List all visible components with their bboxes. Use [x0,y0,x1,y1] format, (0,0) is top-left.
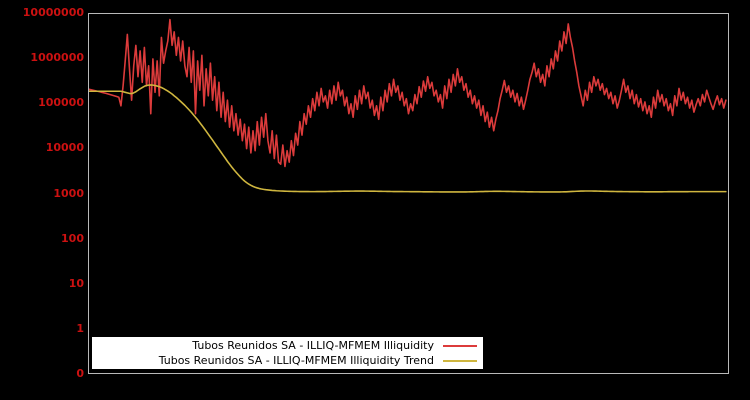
y-axis-tick-label: 100000 [38,96,84,110]
y-axis-tick-label: 10 [68,276,84,290]
y-axis-tick-label: 0 [76,367,84,380]
series-line-illiquidity [89,18,727,168]
series-canvas [89,18,727,193]
series-line-illiquidity-trend [89,84,727,193]
y-axis-tick-label: 1000 [53,186,84,200]
legend: Tubos Reunidos SA - ILLIQ-MFMEM Illiquid… [92,337,483,369]
legend-label-illiquidity-trend: Tubos Reunidos SA - ILLIQ-MFMEM Illiquid… [158,353,434,367]
y-axis-tick-label: 1 [76,321,84,335]
y-axis-tick-label: 1000000 [30,51,84,65]
plot-area [88,13,729,374]
y-axis-tick-labels: 10000000 1000000 100000 10000 1000 100 10 1 0 [0,0,84,400]
legend-entry-illiquidity-trend: Tubos Reunidos SA - ILLIQ-MFMEM Illiquid… [92,353,483,368]
y-axis-tick-label: 10000000 [22,6,84,19]
y-axis-tick-label: 10000 [45,141,84,155]
legend-entry-illiquidity: Tubos Reunidos SA - ILLIQ-MFMEM Illiquid… [92,338,483,353]
legend-label-illiquidity: Tubos Reunidos SA - ILLIQ-MFMEM Illiquid… [192,338,434,352]
legend-swatch-illiquidity-trend-icon [443,359,477,362]
y-axis-tick-label: 100 [61,231,84,245]
legend-swatch-illiquidity-icon [443,344,477,347]
